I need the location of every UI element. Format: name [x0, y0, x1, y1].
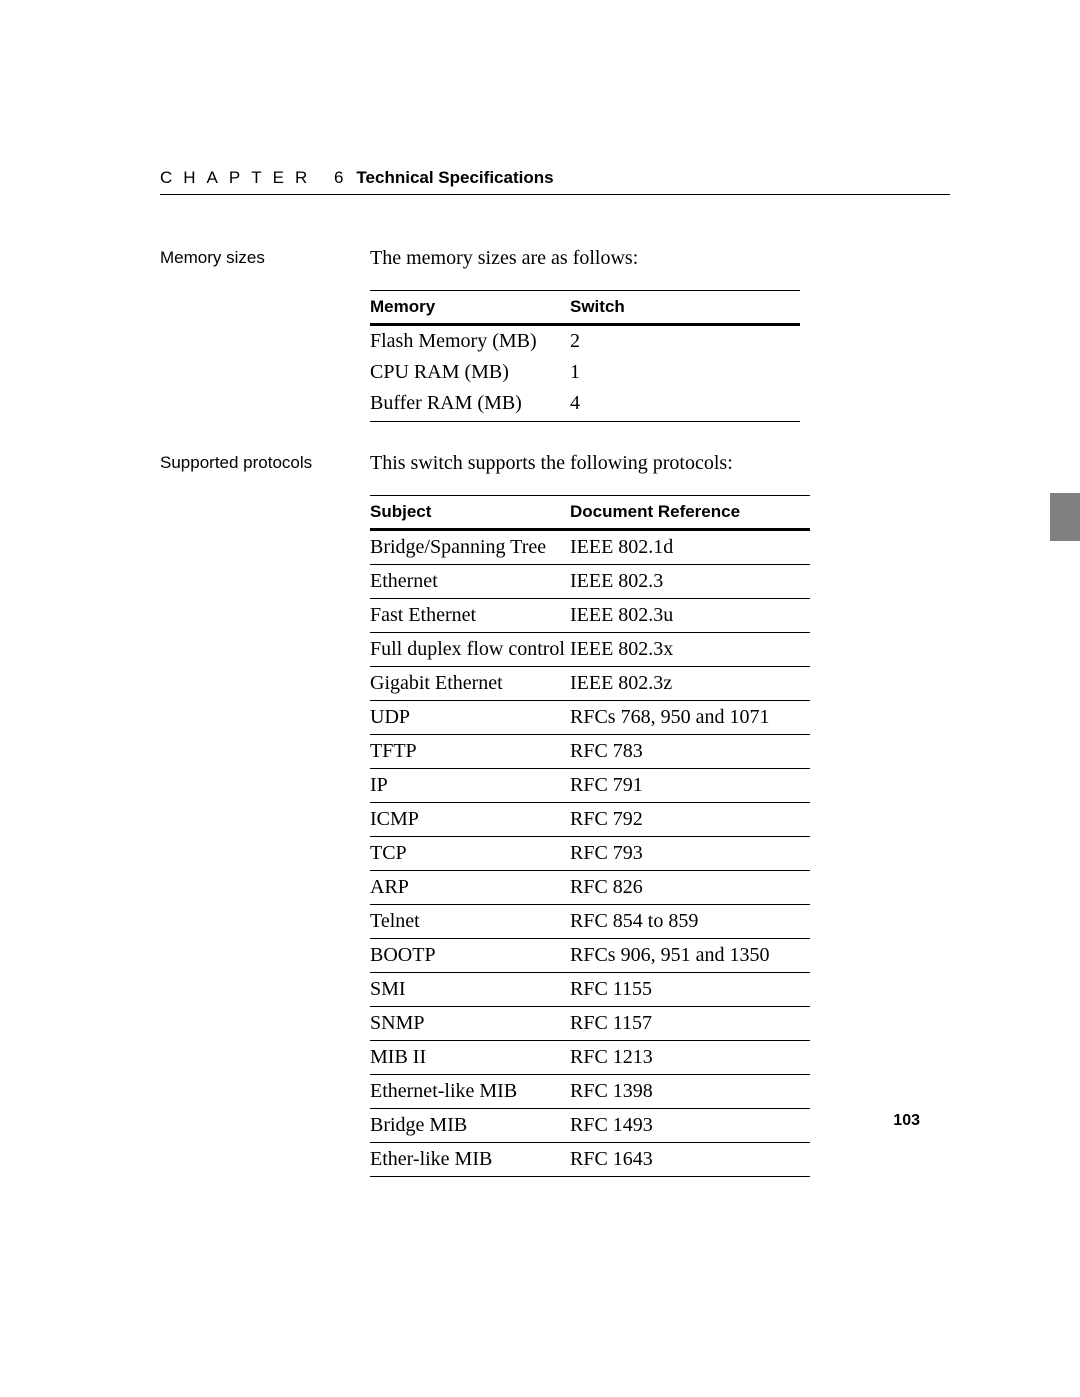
memory-table: Memory Switch Flash Memory (MB)2CPU RAM … [370, 290, 800, 422]
table-row: CPU RAM (MB)1 [370, 357, 800, 388]
protocol-subject-cell: MIB II [370, 1041, 570, 1075]
protocol-reference-cell: IEEE 802.1d [570, 530, 810, 565]
table-row: Bridge MIBRFC 1493 [370, 1109, 810, 1143]
protocol-subject-cell: Ethernet-like MIB [370, 1075, 570, 1109]
memory-cell: 4 [570, 388, 800, 422]
chapter-title: Technical Specifications [356, 168, 553, 188]
protocol-subject-cell: Fast Ethernet [370, 599, 570, 633]
protocol-reference-cell: RFC 1155 [570, 973, 810, 1007]
protocol-subject-cell: Gigabit Ethernet [370, 667, 570, 701]
table-row: ICMPRFC 792 [370, 803, 810, 837]
protocol-reference-cell: IEEE 802.3z [570, 667, 810, 701]
table-row: UDPRFCs 768, 950 and 1071 [370, 701, 810, 735]
page-content: CHAPTER 6 Technical Specifications Memor… [160, 168, 950, 1207]
memory-section-label: Memory sizes [160, 247, 370, 422]
table-row: Gigabit EthernetIEEE 802.3z [370, 667, 810, 701]
protocol-subject-cell: Bridge/Spanning Tree [370, 530, 570, 565]
protocol-subject-cell: ICMP [370, 803, 570, 837]
memory-cell: Flash Memory (MB) [370, 325, 570, 358]
memory-intro-text: The memory sizes are as follows: [370, 247, 950, 270]
table-row: SNMPRFC 1157 [370, 1007, 810, 1041]
page-number: 103 [893, 1112, 920, 1130]
protocol-subject-cell: Ether-like MIB [370, 1143, 570, 1177]
table-row: Flash Memory (MB)2 [370, 325, 800, 358]
protocol-reference-cell: RFC 826 [570, 871, 810, 905]
protocol-reference-cell: RFC 792 [570, 803, 810, 837]
protocols-section: Supported protocols This switch supports… [160, 452, 950, 1177]
thumb-tab [1050, 493, 1080, 541]
table-row: EthernetIEEE 802.3 [370, 565, 810, 599]
protocols-table-header: Document Reference [570, 496, 810, 530]
protocol-reference-cell: RFC 1643 [570, 1143, 810, 1177]
protocols-section-body: This switch supports the following proto… [370, 452, 950, 1177]
protocol-subject-cell: Ethernet [370, 565, 570, 599]
table-row: SMIRFC 1155 [370, 973, 810, 1007]
protocol-reference-cell: RFCs 768, 950 and 1071 [570, 701, 810, 735]
protocol-subject-cell: Telnet [370, 905, 570, 939]
protocol-subject-cell: BOOTP [370, 939, 570, 973]
table-row: Ethernet-like MIBRFC 1398 [370, 1075, 810, 1109]
chapter-label: CHAPTER 6 [160, 168, 354, 188]
protocols-section-label: Supported protocols [160, 452, 370, 1177]
protocol-reference-cell: RFC 793 [570, 837, 810, 871]
protocol-subject-cell: UDP [370, 701, 570, 735]
protocol-reference-cell: RFC 1213 [570, 1041, 810, 1075]
table-row: TelnetRFC 854 to 859 [370, 905, 810, 939]
protocol-subject-cell: TFTP [370, 735, 570, 769]
table-row: TCPRFC 793 [370, 837, 810, 871]
protocol-reference-cell: RFC 783 [570, 735, 810, 769]
memory-cell: 1 [570, 357, 800, 388]
protocol-reference-cell: RFC 1157 [570, 1007, 810, 1041]
protocol-subject-cell: ARP [370, 871, 570, 905]
memory-table-header: Switch [570, 291, 800, 325]
protocol-subject-cell: SNMP [370, 1007, 570, 1041]
protocol-reference-cell: IEEE 802.3 [570, 565, 810, 599]
protocol-reference-cell: IEEE 802.3x [570, 633, 810, 667]
table-row: Bridge/Spanning TreeIEEE 802.1d [370, 530, 810, 565]
protocol-subject-cell: TCP [370, 837, 570, 871]
memory-cell: CPU RAM (MB) [370, 357, 570, 388]
memory-cell: 2 [570, 325, 800, 358]
table-row: MIB IIRFC 1213 [370, 1041, 810, 1075]
protocol-reference-cell: RFCs 906, 951 and 1350 [570, 939, 810, 973]
protocol-reference-cell: RFC 791 [570, 769, 810, 803]
protocols-intro-text: This switch supports the following proto… [370, 452, 950, 475]
table-row: Full duplex flow controlIEEE 802.3x [370, 633, 810, 667]
memory-table-header: Memory [370, 291, 570, 325]
protocol-subject-cell: SMI [370, 973, 570, 1007]
protocol-subject-cell: Bridge MIB [370, 1109, 570, 1143]
table-row: BOOTPRFCs 906, 951 and 1350 [370, 939, 810, 973]
protocol-subject-cell: Full duplex flow control [370, 633, 570, 667]
table-row: Buffer RAM (MB)4 [370, 388, 800, 422]
protocol-reference-cell: RFC 1493 [570, 1109, 810, 1143]
page-header: CHAPTER 6 Technical Specifications [160, 168, 950, 195]
memory-section: Memory sizes The memory sizes are as fol… [160, 247, 950, 422]
protocol-reference-cell: RFC 854 to 859 [570, 905, 810, 939]
table-row: IPRFC 791 [370, 769, 810, 803]
table-row: ARPRFC 826 [370, 871, 810, 905]
protocol-subject-cell: IP [370, 769, 570, 803]
protocol-reference-cell: IEEE 802.3u [570, 599, 810, 633]
memory-cell: Buffer RAM (MB) [370, 388, 570, 422]
protocols-table-header: Subject [370, 496, 570, 530]
protocol-reference-cell: RFC 1398 [570, 1075, 810, 1109]
memory-section-body: The memory sizes are as follows: Memory … [370, 247, 950, 422]
protocols-table: Subject Document Reference Bridge/Spanni… [370, 495, 810, 1177]
table-row: TFTPRFC 783 [370, 735, 810, 769]
table-row: Ether-like MIBRFC 1643 [370, 1143, 810, 1177]
table-row: Fast EthernetIEEE 802.3u [370, 599, 810, 633]
